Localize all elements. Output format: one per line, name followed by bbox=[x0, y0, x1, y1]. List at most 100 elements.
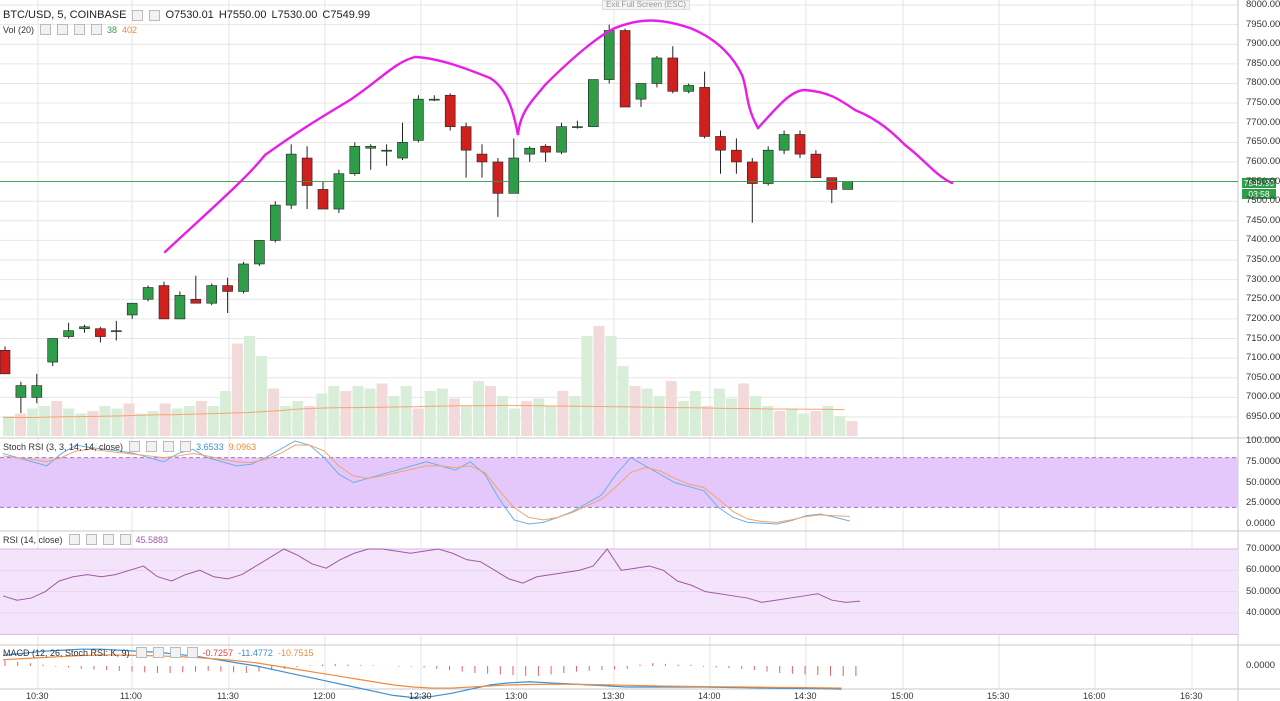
volume-bar bbox=[629, 386, 641, 436]
time-tick-label: 14:30 bbox=[794, 691, 817, 701]
volume-bar bbox=[87, 411, 99, 436]
time-tick-label: 13:30 bbox=[602, 691, 625, 701]
volume-bar bbox=[75, 413, 87, 436]
more-icon[interactable] bbox=[180, 441, 192, 452]
candle-body bbox=[206, 285, 217, 304]
candle-body bbox=[222, 285, 233, 292]
candle-body bbox=[63, 330, 74, 337]
volume-bar bbox=[364, 388, 376, 436]
volume-bar bbox=[231, 343, 243, 436]
stoch-tick-label: 75.0000 bbox=[1246, 455, 1280, 467]
volume-bar bbox=[472, 381, 484, 436]
candle-body bbox=[333, 173, 345, 210]
eye-icon[interactable] bbox=[40, 24, 52, 35]
price-tick-label: 7550.00 bbox=[1246, 175, 1280, 187]
rsi-tick-label: 40.0000 bbox=[1246, 607, 1280, 618]
volume-bar bbox=[605, 336, 617, 436]
candle-body bbox=[444, 94, 456, 127]
macd-hist-value: -0.7257 bbox=[202, 647, 234, 658]
rsi-tick-label: 70.0000 bbox=[1246, 543, 1280, 554]
candle-body bbox=[381, 149, 392, 152]
volume-bar bbox=[51, 401, 63, 436]
candle-body bbox=[667, 57, 679, 92]
low-value: L7530.00 bbox=[271, 9, 318, 21]
volume-bar bbox=[376, 383, 388, 436]
volume-bar bbox=[569, 396, 581, 436]
candle-body bbox=[540, 145, 551, 153]
candle-body bbox=[428, 98, 440, 101]
volume-bar bbox=[352, 386, 364, 436]
volume-bar bbox=[15, 413, 27, 436]
price-tick-label: 7450.00 bbox=[1246, 214, 1280, 226]
candle-body bbox=[524, 147, 536, 155]
settings-icon[interactable] bbox=[85, 534, 97, 545]
symbol-title[interactable]: BTC/USD, 5, COINBASE bbox=[3, 9, 127, 21]
volume-bar bbox=[641, 388, 653, 436]
exit-fullscreen-button[interactable]: Exit Full Screen (ESC) bbox=[602, 0, 691, 10]
stoch-tick-label: 100.0000 bbox=[1246, 435, 1280, 446]
settings-icon[interactable] bbox=[146, 441, 158, 452]
settings-icon[interactable] bbox=[57, 24, 69, 35]
eye-icon[interactable] bbox=[135, 647, 147, 658]
volume-bar bbox=[123, 403, 135, 436]
stoch-tick-label: 50.0000 bbox=[1246, 476, 1280, 488]
candle-body bbox=[651, 57, 663, 84]
volume-bar bbox=[557, 391, 569, 436]
eye-icon[interactable] bbox=[129, 441, 141, 452]
price-tick-label: 6950.00 bbox=[1246, 411, 1280, 422]
price-tick-label: 7100.00 bbox=[1246, 352, 1280, 364]
macd-label[interactable]: MACD (12, 26, Stoch RSI: K, 9) bbox=[3, 647, 130, 658]
stoch-band bbox=[0, 457, 1238, 508]
eye-icon[interactable] bbox=[132, 9, 144, 21]
volume-bar bbox=[533, 398, 545, 436]
close-icon[interactable] bbox=[163, 441, 175, 452]
settings-icon[interactable] bbox=[149, 9, 161, 21]
stoch-k-value: 3.6533 bbox=[196, 441, 224, 452]
volume-bar bbox=[3, 416, 14, 436]
volume-label[interactable]: Vol (20) bbox=[3, 24, 35, 35]
time-tick-label: 11:30 bbox=[217, 691, 239, 701]
price-tick-label: 7350.00 bbox=[1246, 254, 1280, 266]
candle-body bbox=[778, 134, 790, 151]
candle-body bbox=[508, 157, 520, 194]
volume-bar bbox=[665, 381, 677, 436]
close-icon[interactable] bbox=[169, 647, 181, 658]
candle-body bbox=[826, 177, 838, 190]
volume-bar bbox=[195, 401, 207, 436]
candle-body bbox=[254, 240, 265, 265]
volume-bar bbox=[183, 406, 195, 436]
price-tick-label: 7950.00 bbox=[1246, 18, 1280, 30]
candle-body bbox=[158, 285, 170, 320]
volume-bar bbox=[292, 401, 304, 436]
more-icon[interactable] bbox=[119, 534, 131, 545]
volume-bar bbox=[316, 393, 328, 436]
candle-body bbox=[0, 349, 11, 375]
candle-body bbox=[810, 153, 822, 178]
volume-legend: Vol (20) 38 402 bbox=[3, 24, 137, 35]
price-tick-label: 7600.00 bbox=[1246, 155, 1280, 167]
volume-bar bbox=[822, 406, 834, 436]
candle-body bbox=[31, 385, 43, 398]
volume-bar bbox=[244, 336, 255, 436]
price-tick-label: 7650.00 bbox=[1246, 136, 1280, 148]
time-tick-label: 16:00 bbox=[1083, 691, 1106, 701]
volume-bar bbox=[268, 388, 280, 436]
candle-body bbox=[572, 126, 583, 128]
volume-bar bbox=[99, 406, 111, 436]
eye-icon[interactable] bbox=[68, 534, 80, 545]
more-icon[interactable] bbox=[91, 24, 103, 35]
settings-icon[interactable] bbox=[152, 647, 164, 658]
candle-body bbox=[413, 98, 424, 141]
close-icon[interactable] bbox=[74, 24, 86, 35]
volume-bar bbox=[340, 391, 352, 436]
candle-body bbox=[111, 330, 122, 332]
stoch-label[interactable]: Stoch RSI (3, 3, 14, 14, close) bbox=[3, 441, 124, 452]
more-icon[interactable] bbox=[186, 647, 198, 658]
rsi-label[interactable]: RSI (14, close) bbox=[3, 534, 63, 545]
volume-bar bbox=[147, 411, 159, 436]
close-icon[interactable] bbox=[102, 534, 114, 545]
volume-bar bbox=[545, 406, 557, 436]
candle-body bbox=[285, 153, 297, 206]
volume-bar bbox=[135, 413, 147, 436]
